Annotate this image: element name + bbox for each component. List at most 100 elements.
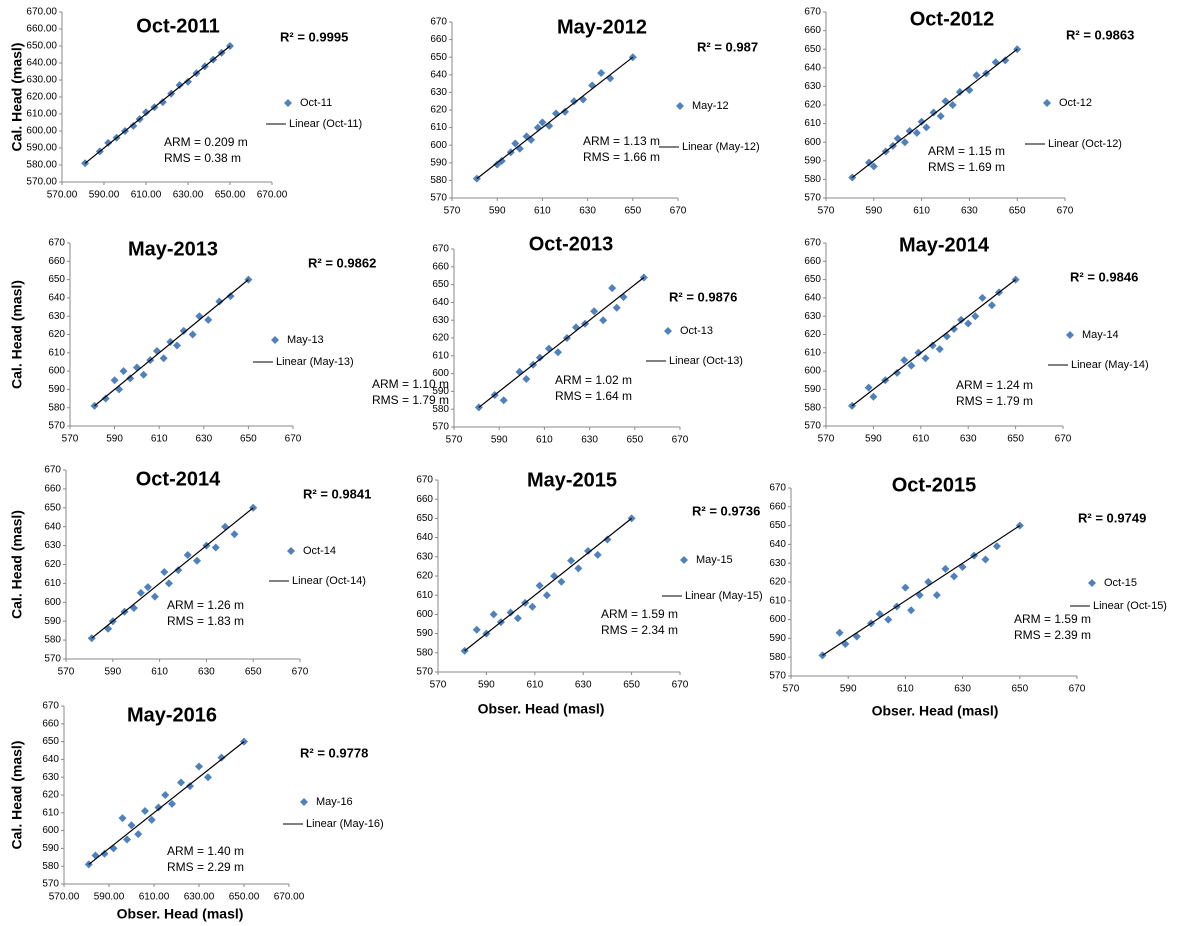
point <box>553 348 562 357</box>
legend-marker <box>1088 579 1096 587</box>
x-tick-label: 570 <box>62 434 79 445</box>
point <box>119 367 128 376</box>
y-tick-label: 590 <box>804 384 821 395</box>
chart-title: May-2014 <box>899 234 990 256</box>
x-tick-label: 610 <box>912 434 929 445</box>
point <box>104 138 113 147</box>
y-tick-label: 650 <box>804 44 821 55</box>
y-tick-label: 600 <box>48 366 65 377</box>
rms-label: RMS = 1.64 m <box>555 389 632 403</box>
x-tick-label: 670 <box>1057 206 1074 217</box>
y-tick-label: 600 <box>44 597 61 608</box>
point <box>177 778 185 787</box>
point <box>511 139 520 148</box>
point <box>123 835 131 844</box>
y-tick-label: 580.00 <box>26 160 57 171</box>
legend-label: Linear (May-12) <box>682 141 760 153</box>
legend-label: Linear (May-13) <box>276 356 354 368</box>
point <box>957 315 966 324</box>
point <box>126 374 135 383</box>
point <box>221 522 230 531</box>
rms-label: RMS = 1.83 m <box>167 614 244 628</box>
x-tick-label: 590 <box>106 434 123 445</box>
point <box>217 753 226 762</box>
legend-label: Linear (Oct-14) <box>292 575 366 587</box>
point <box>893 134 902 143</box>
y-tick-label: 660 <box>769 501 786 512</box>
y-tick-label: 640 <box>48 293 65 304</box>
legend-label: May-16 <box>316 796 353 808</box>
point <box>992 542 1001 551</box>
x-tick-label: 650 <box>1009 206 1026 217</box>
y-tick-label: 580 <box>804 402 821 413</box>
x-tick-label: 670 <box>672 435 689 446</box>
chart-title: May-2015 <box>527 469 617 491</box>
y-tick-label: 590 <box>769 633 786 644</box>
y-tick-label: 660 <box>430 34 447 45</box>
chart-title: Oct-2013 <box>529 233 614 255</box>
y-tick-label: 660 <box>804 256 821 267</box>
point <box>497 157 506 166</box>
point <box>215 297 224 306</box>
point <box>893 368 902 377</box>
trend-line <box>851 48 1018 179</box>
point <box>907 361 916 370</box>
y-tick-label: 640 <box>42 754 59 765</box>
x-tick-label: 570 <box>58 667 75 678</box>
point <box>929 108 938 117</box>
point <box>869 162 878 171</box>
point <box>865 158 874 167</box>
legend-marker <box>676 102 684 110</box>
y-tick-label: 620 <box>804 329 821 340</box>
legend-label: May-13 <box>287 334 324 346</box>
point <box>100 849 109 858</box>
y-tick-label: 650 <box>48 274 65 285</box>
x-tick-label: 570 <box>444 206 461 217</box>
x-tick-label: 670 <box>672 680 689 691</box>
y-tick-label: 620 <box>48 329 65 340</box>
point <box>972 71 981 80</box>
y-tick-label: 580 <box>48 402 65 413</box>
point <box>884 615 893 624</box>
r-squared: R² = 0.9778 <box>300 745 368 760</box>
point <box>948 101 957 109</box>
y-tick-label: 630 <box>432 315 449 326</box>
arm-label: ARM = 1.59 m <box>1014 612 1091 626</box>
trend-line <box>88 741 245 865</box>
y-tick-label: 600 <box>804 366 821 377</box>
point <box>166 337 175 346</box>
trend-line <box>464 517 632 652</box>
legend-marker <box>300 798 308 806</box>
y-tick-label: 630 <box>804 311 821 322</box>
y-tick-label: 580 <box>42 861 59 872</box>
point <box>226 292 235 301</box>
y-tick-label: 670 <box>430 17 447 28</box>
arm-label: ARM = 1.10 m <box>372 377 449 391</box>
x-tick-label: 590.00 <box>89 190 120 201</box>
x-tick-label: 650 <box>626 435 643 446</box>
legend-label: Linear (May-14) <box>1071 359 1149 371</box>
point <box>159 354 168 363</box>
x-tick-label: 630 <box>961 206 978 217</box>
x-tick-label: 570 <box>430 680 447 691</box>
y-tick-label: 670 <box>48 238 65 249</box>
x-tick-label: 630 <box>581 435 598 446</box>
point <box>912 128 921 137</box>
arm-label: ARM = 1.13 m <box>583 134 660 148</box>
y-tick-label: 630 <box>430 87 447 98</box>
y-tick-label: 610.00 <box>26 109 57 120</box>
y-tick-label: 640 <box>430 69 447 80</box>
x-tick-label: 650 <box>1007 434 1024 445</box>
y-tick-label: 600 <box>769 614 786 625</box>
y-tick-label: 620 <box>804 100 821 111</box>
chart-title: Oct-2015 <box>892 474 977 496</box>
rms-label: RMS = 0.38 m <box>164 151 241 165</box>
x-tick-label: 570 <box>818 434 835 445</box>
y-tick-label: 670 <box>804 238 821 249</box>
x-tick-label: 650.00 <box>229 892 260 903</box>
point <box>139 370 148 379</box>
point <box>143 583 152 592</box>
legend-label: Oct-15 <box>1104 577 1137 589</box>
point <box>535 581 544 590</box>
